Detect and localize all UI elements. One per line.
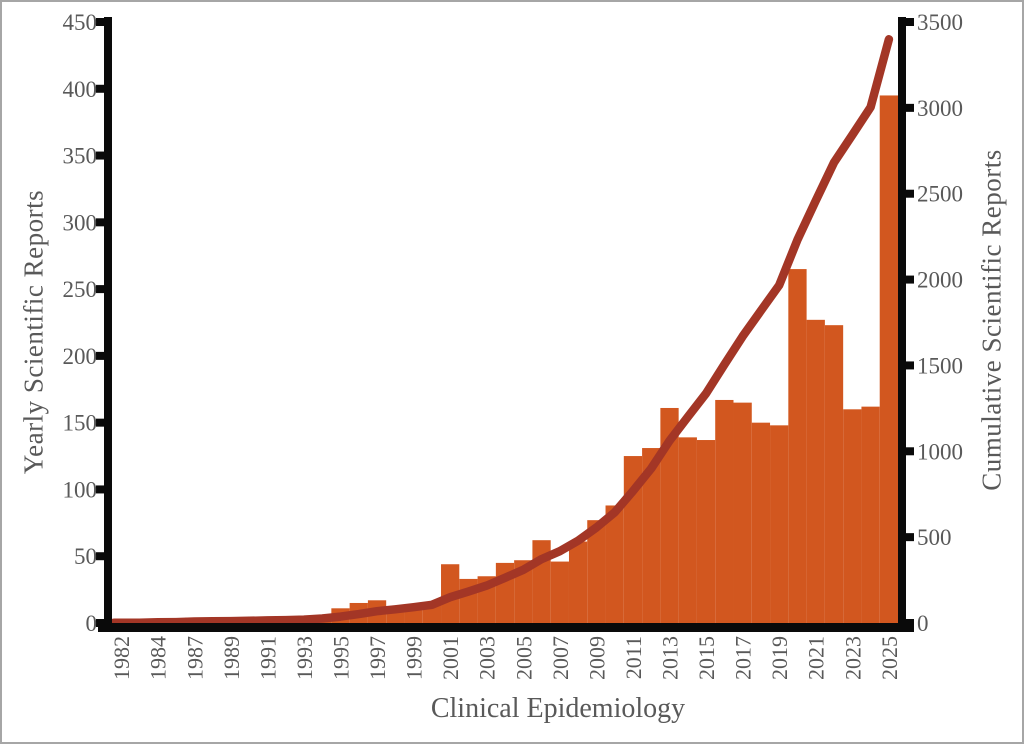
x-axis-tick-label: 2023	[840, 636, 865, 680]
bar-2012	[642, 448, 661, 623]
right-axis-tick-label: 1500	[917, 353, 963, 378]
left-axis-tick	[96, 218, 104, 227]
x-axis-tick-label: 1987	[182, 636, 207, 680]
left-axis-tick	[96, 285, 104, 294]
bar-2007	[550, 561, 569, 623]
bar-2016	[715, 399, 734, 623]
x-axis-tick-label: 2007	[548, 636, 573, 680]
cumulative-line	[109, 35, 894, 628]
bar-2025	[879, 95, 898, 623]
x-axis-tick-label: 1995	[329, 636, 354, 680]
bar-2021	[806, 319, 825, 623]
bar-2014	[678, 437, 697, 623]
bar-2010	[605, 505, 624, 623]
left-axis-tick-label: 250	[63, 277, 98, 302]
right-axis-tick-label: 2000	[917, 268, 963, 293]
right-axis-tick-label: 3000	[917, 96, 963, 121]
right-axis-tick-label: 500	[917, 525, 952, 550]
right-axis-tick	[906, 189, 914, 198]
left-axis-tick	[96, 485, 104, 494]
x-axis-tick-label: 2003	[475, 636, 500, 680]
x-axis-tick-label: 1993	[292, 636, 317, 680]
left-axis-tick-label: 100	[63, 477, 98, 502]
bar-2009	[587, 520, 606, 623]
right-axis-tick-label: 0	[917, 611, 929, 636]
left-axis-tick	[96, 18, 104, 26]
x-axis-tick-label: 2021	[804, 636, 829, 680]
left-axis-tick-label: 150	[63, 411, 98, 436]
left-axis-tick	[96, 619, 104, 627]
left-axis-tick-label: 450	[63, 10, 98, 35]
x-axis-tick-label: 2015	[694, 636, 719, 680]
x-axis-tick-label: 2009	[584, 636, 609, 680]
right-axis-tick-label: 1000	[917, 439, 963, 464]
right-axis-tick	[906, 103, 914, 112]
left-axis-tick-label: 400	[63, 77, 98, 102]
left-axis-tick	[96, 151, 104, 160]
right-axis-tick	[906, 275, 914, 284]
x-axis-tick-label: 1982	[109, 636, 134, 680]
x-axis-tick-label: 2011	[621, 636, 646, 679]
x-axis-tick-label: 2019	[767, 636, 792, 680]
right-axis-tick	[906, 361, 914, 370]
x-axis-tick-label: 2017	[731, 636, 756, 680]
bar-2008	[568, 541, 588, 623]
bar-2013	[660, 407, 679, 623]
right-axis-tick	[906, 533, 914, 542]
left-axis-tick	[96, 84, 104, 93]
bar-2024	[861, 406, 880, 623]
left-axis-tick-label: 50	[74, 544, 97, 569]
x-axis-tick-label: 1989	[219, 636, 244, 680]
right-axis-tick	[906, 18, 914, 26]
bar-2015	[696, 440, 716, 623]
bar-2017	[733, 402, 752, 623]
right-axis-tick-label: 2500	[917, 182, 963, 207]
bar-2023	[843, 409, 862, 623]
x-axis-tick-label: 1999	[402, 636, 427, 680]
x-axis-tick-label: 1984	[146, 636, 171, 680]
x-axis-tick-label: 1997	[365, 636, 390, 680]
right-axis-tick-label: 3500	[917, 10, 963, 35]
left-axis-tick-label: 0	[86, 611, 98, 636]
right-axis-title: Cumulative Scientific Reports	[976, 149, 1007, 491]
left-axis-tick-label: 200	[63, 344, 98, 369]
x-axis-tick-label: 2013	[658, 636, 683, 680]
x-axis-tick-label: 2025	[877, 636, 902, 680]
right-axis-tick	[906, 447, 914, 456]
left-axis-title: Yearly Scientific Reports	[18, 189, 49, 475]
left-axis-tick-label: 300	[63, 210, 98, 235]
left-axis-tick-label: 350	[63, 144, 98, 169]
bar-2018	[751, 422, 771, 623]
bar-2019	[770, 425, 789, 623]
left-axis-tick	[96, 552, 104, 561]
x-axis-tick-label: 2001	[438, 636, 463, 680]
chart-title: Clinical Epidemiology	[430, 693, 686, 724]
x-axis-tick-label: 1991	[255, 636, 280, 680]
bar-2022	[824, 325, 844, 623]
right-axis-tick	[906, 619, 914, 627]
left-axis-tick	[96, 418, 104, 427]
x-axis-line	[98, 623, 914, 632]
bar-2020	[788, 269, 807, 623]
x-axis-tick-label: 2005	[511, 636, 536, 680]
left-axis-line	[104, 17, 112, 632]
right-axis-line	[898, 17, 906, 632]
left-axis-tick	[96, 351, 104, 360]
